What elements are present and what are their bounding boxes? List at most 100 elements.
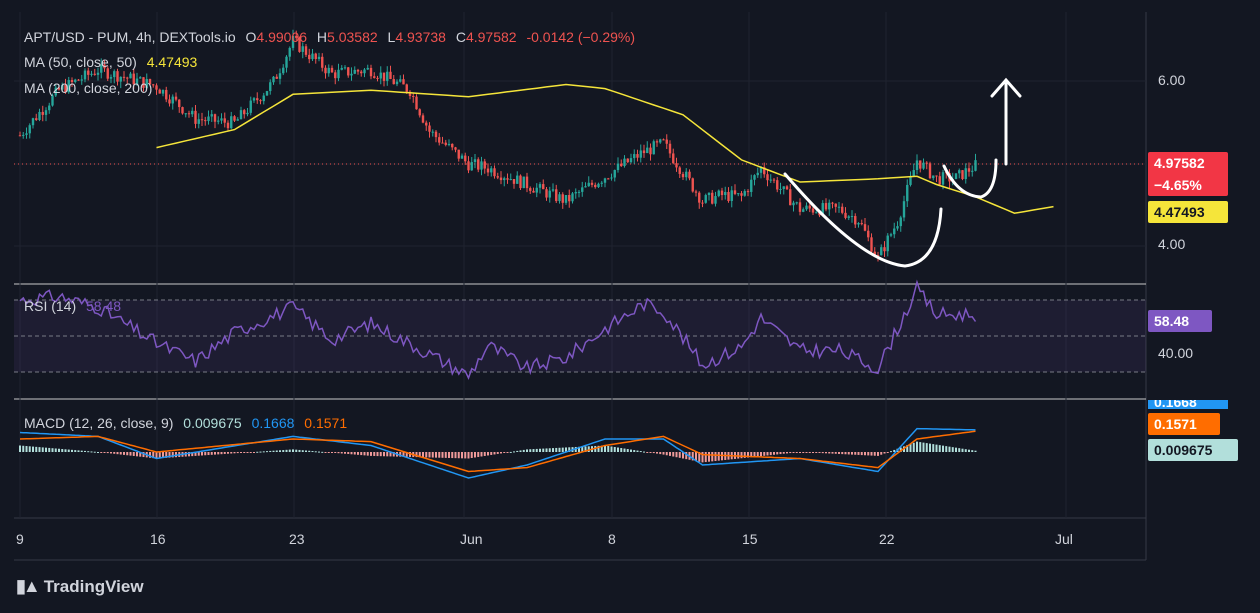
candle-body [308, 54, 311, 60]
macd-histogram-bar [448, 452, 450, 458]
time-axis-tick: 8 [608, 531, 616, 547]
macd-histogram-bar [28, 446, 31, 452]
macd-histogram-bar [851, 452, 853, 455]
candle-body [217, 120, 220, 122]
macd-histogram-bar [493, 452, 496, 455]
candle-body [694, 191, 698, 193]
candle-body [132, 73, 135, 85]
candle-body [103, 64, 106, 69]
candle-body [815, 212, 818, 214]
candle-body [730, 190, 733, 201]
macd-histogram-bar [67, 449, 70, 452]
macd-histogram-bar [695, 452, 697, 462]
candle-body [616, 163, 620, 171]
candle-body [538, 184, 542, 188]
candle-body [688, 171, 691, 179]
macd-histogram-bar [877, 452, 879, 456]
candle-body [392, 79, 395, 85]
candle-body [954, 173, 958, 180]
candle-body [896, 226, 899, 229]
candle-body [67, 80, 70, 93]
macd-histogram-bar [249, 452, 252, 453]
macd-histogram-bar [438, 452, 441, 458]
macd-histogram-bar [838, 452, 840, 454]
candle-body [311, 53, 314, 60]
macd-histogram-bar [480, 452, 483, 457]
candle-body [353, 69, 356, 74]
macd-histogram-bar [932, 444, 935, 452]
candle-body [470, 162, 473, 171]
macd-histogram-bar [506, 452, 509, 453]
candle-body [415, 96, 418, 110]
candle-body [210, 114, 213, 117]
macd-histogram-bar [295, 449, 298, 452]
macd-histogram-bar [545, 448, 548, 452]
candle-body [376, 77, 379, 79]
candle-body [597, 183, 600, 188]
candle-body [516, 175, 519, 184]
candle-body [701, 202, 704, 204]
macd-histogram-bar [321, 451, 324, 453]
macd-histogram-bar [795, 452, 798, 453]
candle-body [418, 109, 421, 116]
candle-body [727, 191, 730, 201]
candle-body [64, 84, 67, 93]
macd-histogram-bar [769, 452, 772, 456]
ma50-line [156, 83, 1054, 214]
macd-histogram-bar [747, 452, 749, 458]
candle-body [486, 168, 490, 173]
macd-histogram-bar [636, 450, 639, 452]
candle-body [395, 81, 399, 85]
candle-body [535, 187, 538, 193]
candle-body [613, 170, 616, 178]
macd-histogram-bar [487, 452, 489, 456]
macd-histogram-bar [867, 452, 870, 456]
candle-body [824, 203, 828, 210]
candle-body [623, 158, 626, 167]
candle-body [886, 235, 889, 252]
candle-body [584, 186, 587, 188]
candle-body [844, 212, 847, 218]
macd-histogram-bar [165, 452, 168, 458]
candle-body [496, 176, 499, 178]
candle-body [330, 67, 334, 73]
macd-histogram-bar [532, 449, 535, 452]
candle-body [724, 191, 727, 196]
macd-histogram-bar [529, 449, 532, 452]
candle-body [145, 79, 148, 88]
candle-body [548, 190, 551, 198]
macd-histogram-bar [646, 452, 649, 453]
macd-histogram-bar [389, 452, 392, 457]
candle-body [899, 217, 902, 227]
candle-body [503, 178, 506, 181]
candle-body [925, 162, 928, 164]
macd-histogram-bar [912, 442, 915, 452]
candle-body [603, 178, 607, 183]
macd-histogram-bar [682, 452, 684, 459]
candle-body [633, 154, 636, 159]
macd-histogram-bar [685, 452, 688, 460]
candle-body [704, 195, 707, 203]
macd-histogram-bar [526, 449, 528, 452]
candle-body [808, 205, 811, 209]
macd-histogram-bar [597, 445, 600, 452]
candle-body [457, 149, 460, 159]
rsi-band [14, 300, 1146, 372]
candle-body [230, 116, 233, 129]
macd-histogram-bar [753, 452, 756, 457]
candle-body [389, 71, 392, 80]
rsi-legend-label: RSI (14) [24, 298, 77, 314]
ma200-legend: MA (200, close, 200) [24, 80, 152, 96]
candle-body [649, 147, 652, 155]
macd-histogram-bar [431, 452, 434, 458]
candle-body [776, 180, 779, 190]
candle-body [769, 179, 772, 181]
candle-body [187, 113, 191, 115]
candle-body [87, 70, 90, 75]
candle-body [334, 72, 337, 79]
candle-body [707, 192, 711, 196]
candle-body [574, 192, 577, 194]
macd-histogram-bar [961, 448, 964, 452]
tradingview-logo[interactable]: ▮▲ TradingView [16, 576, 144, 597]
